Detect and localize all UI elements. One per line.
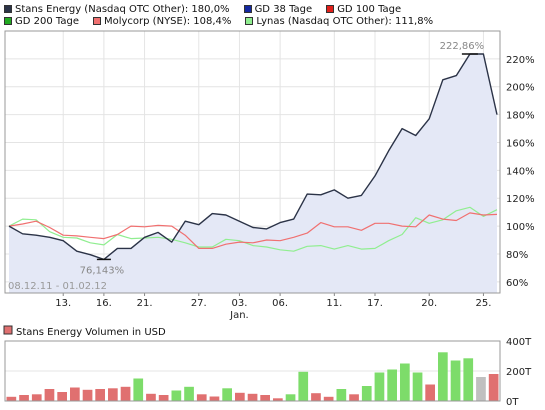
legend-item: Lynas (Nasdaq OTC Other): 111,8% bbox=[245, 16, 433, 27]
volume-bar bbox=[108, 388, 118, 402]
y-tick-label: 160% bbox=[506, 138, 535, 149]
y-tick-label: 100% bbox=[506, 222, 535, 233]
volume-bar bbox=[82, 389, 93, 402]
legend-row-1: Stans Energy (Nasdaq OTC Other): 180,0% … bbox=[4, 3, 415, 15]
y-tick-label: 120% bbox=[506, 194, 535, 205]
volume-bar bbox=[450, 360, 461, 401]
x-tick-label: 11. bbox=[326, 298, 342, 309]
legend-label: GD 200 Tage bbox=[15, 15, 79, 27]
x-sublabel: Jan. bbox=[229, 310, 249, 321]
volume-bar bbox=[70, 387, 80, 401]
volume-bar bbox=[171, 390, 182, 401]
y-tick-label: 220% bbox=[506, 55, 535, 66]
volume-bar bbox=[260, 395, 270, 401]
volume-bar bbox=[6, 396, 17, 401]
volume-bar bbox=[184, 386, 194, 402]
volume-bar bbox=[19, 395, 29, 401]
volume-legend-swatch bbox=[3, 325, 13, 335]
volume-bar bbox=[133, 378, 144, 401]
y-tick-label: 180% bbox=[506, 111, 535, 122]
volume-bar bbox=[476, 377, 486, 401]
legend-swatch bbox=[4, 5, 12, 13]
min-annotation: 76,143% bbox=[80, 265, 125, 276]
volume-bar bbox=[311, 393, 321, 401]
volume-bar bbox=[412, 372, 423, 401]
volume-bar bbox=[349, 394, 359, 402]
volume-bar bbox=[31, 394, 42, 402]
legend-swatch bbox=[326, 5, 335, 13]
volume-bar bbox=[425, 384, 435, 401]
legend-row-2: GD 200 Tage Molycorp (NYSE): 108,4% Lyna… bbox=[4, 15, 447, 27]
legend-swatch bbox=[4, 17, 12, 25]
volume-y-tick-label: 200T bbox=[506, 367, 532, 378]
volume-bar bbox=[298, 371, 309, 402]
legend-item: Stans Energy (Nasdaq OTC Other): 180,0% bbox=[4, 4, 230, 15]
legend-item: Molycorp (NYSE): 108,4% bbox=[92, 15, 232, 27]
y-tick-label: 60% bbox=[506, 278, 528, 289]
volume-bar bbox=[463, 358, 474, 402]
volume-y-tick-label: 0T bbox=[506, 397, 519, 408]
volume-y-tick-label: 400T bbox=[506, 337, 532, 348]
y-tick-label: 200% bbox=[506, 83, 535, 94]
volume-bar bbox=[247, 393, 258, 401]
legend-swatch bbox=[92, 17, 101, 25]
molycorp-line bbox=[8, 212, 498, 249]
volume-bar bbox=[235, 392, 245, 402]
volume-bar bbox=[95, 389, 105, 401]
volume-bar bbox=[400, 363, 410, 401]
date-range-label: 08.12.11 - 01.02.12 bbox=[8, 281, 107, 292]
volume-bar bbox=[273, 398, 283, 401]
legend-label: GD 38 Tage bbox=[254, 3, 313, 15]
volume-bar bbox=[209, 396, 220, 401]
volume-title: Stans Energy Volumen in USD bbox=[16, 327, 166, 338]
volume-frame bbox=[4, 340, 501, 402]
volume-bar bbox=[196, 394, 207, 402]
volume-bar bbox=[222, 388, 232, 402]
y-tick-label: 80% bbox=[506, 250, 528, 261]
volume-bar bbox=[336, 389, 347, 401]
x-tick-label: 03. bbox=[231, 298, 247, 309]
legend-item: GD 200 Tage bbox=[4, 16, 79, 27]
volume-bar bbox=[361, 386, 372, 401]
legend-item: GD 38 Tage bbox=[243, 3, 313, 15]
volume-bar bbox=[57, 392, 67, 401]
stans-energy-line bbox=[8, 53, 498, 261]
legend-label: Molycorp (NYSE): 108,4% bbox=[103, 15, 232, 27]
legend-swatch bbox=[243, 5, 252, 13]
plot-frame bbox=[4, 30, 501, 294]
max-annotation: 222,86% bbox=[440, 41, 485, 52]
volume-bar bbox=[146, 393, 156, 401]
x-tick-label: 13. bbox=[55, 298, 71, 309]
x-tick-label: 20. bbox=[421, 298, 437, 309]
volume-bar bbox=[387, 369, 397, 401]
legend-item: GD 100 Tage bbox=[326, 4, 401, 15]
volume-bar bbox=[158, 395, 169, 401]
volume-bar bbox=[120, 386, 131, 402]
volume-bar bbox=[438, 352, 448, 402]
x-tick-label: 27. bbox=[191, 298, 207, 309]
volume-bar bbox=[488, 374, 499, 401]
x-tick-label: 21. bbox=[137, 298, 153, 309]
volume-bar bbox=[285, 394, 296, 402]
y-tick-label: 140% bbox=[506, 166, 535, 177]
legend-label: Stans Energy (Nasdaq OTC Other): 180,0% bbox=[15, 3, 230, 15]
legend-label: Lynas (Nasdaq OTC Other): 111,8% bbox=[256, 15, 434, 27]
volume-bar bbox=[323, 396, 334, 401]
x-tick-label: 25. bbox=[475, 298, 491, 309]
lynas-line bbox=[8, 206, 498, 252]
x-tick-label: 06. bbox=[272, 298, 288, 309]
x-tick-label: 16. bbox=[96, 298, 112, 309]
legend-label: GD 100 Tage bbox=[337, 3, 402, 15]
volume-bar bbox=[44, 389, 55, 401]
x-tick-label: 17. bbox=[367, 298, 383, 309]
legend-swatch bbox=[245, 17, 254, 25]
volume-bar bbox=[374, 372, 385, 401]
stans-area-fill bbox=[9, 54, 497, 293]
